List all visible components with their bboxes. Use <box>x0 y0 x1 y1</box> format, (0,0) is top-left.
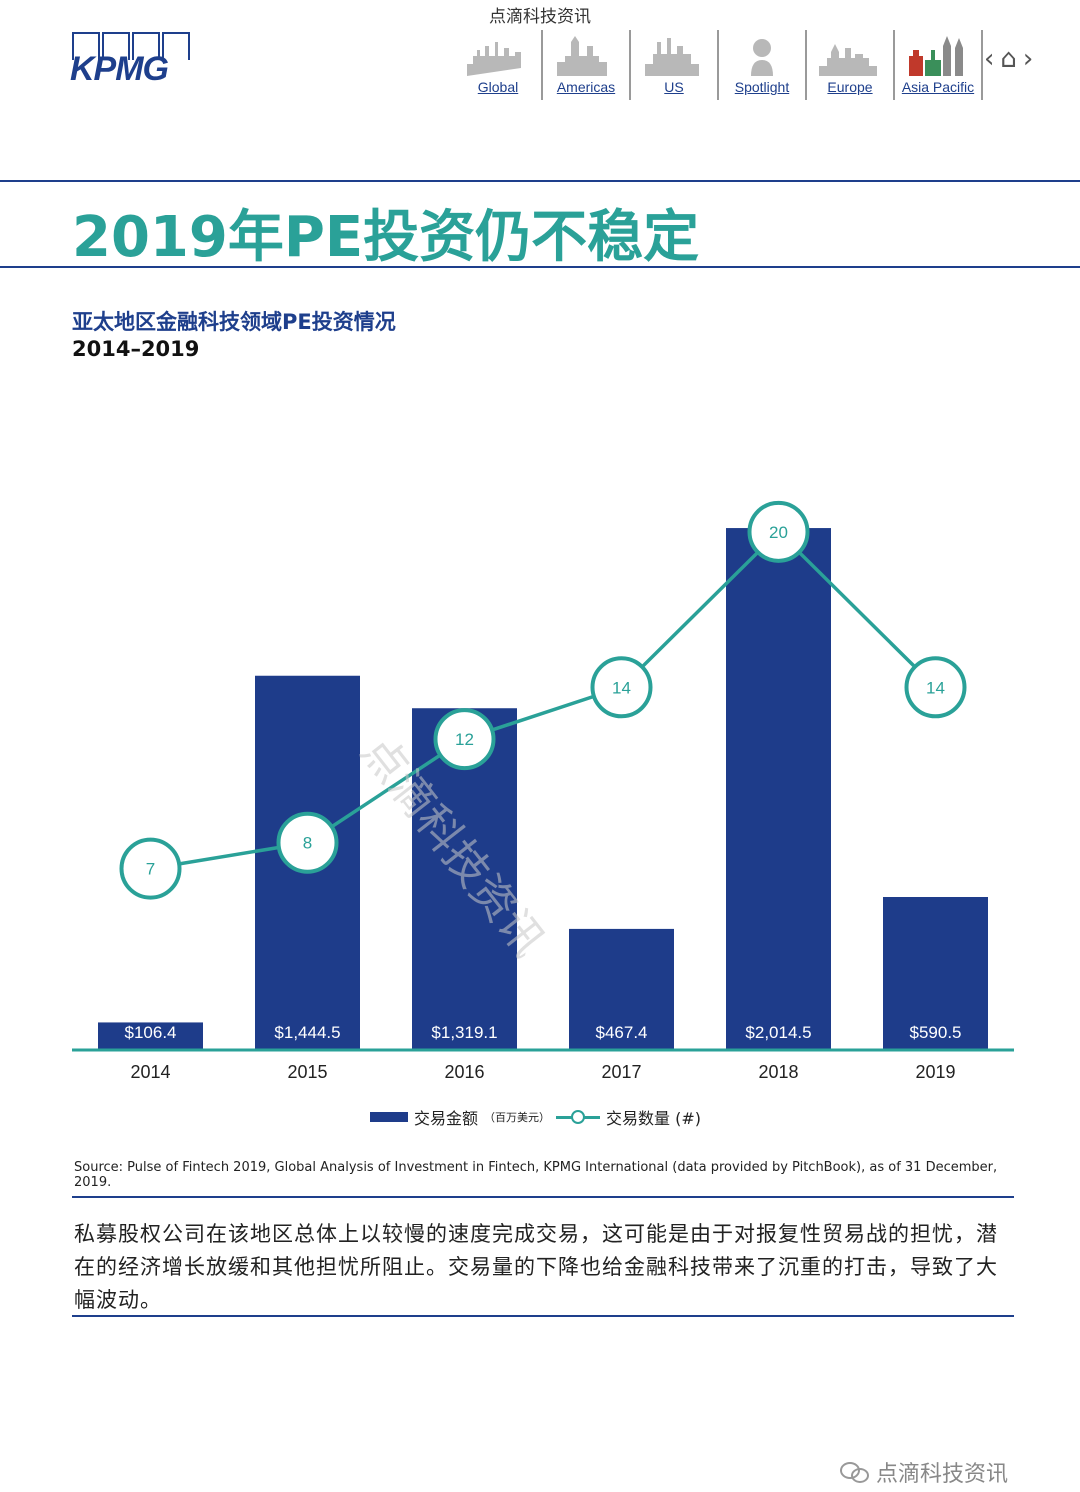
bar-label-2016: $1,319.1 <box>431 1023 497 1042</box>
footer-watermark: 点滴科技资讯 <box>840 1456 1008 1488</box>
x-tick-2019: 2019 <box>915 1062 955 1082</box>
spotlight-bust-icon <box>751 39 773 76</box>
page-title: 2019年PE投资仍不稳定 <box>72 205 700 270</box>
point-label-2014: 7 <box>146 860 155 879</box>
bar-2014 <box>98 1022 203 1050</box>
chart-title: 亚太地区金融科技领域PE投资情况 <box>72 310 396 334</box>
bar-2017 <box>569 928 674 1050</box>
body-paragraph: 私募股权公司在该地区总体上以较慢的速度完成交易，这可能是由于对报复性贸易战的担忧… <box>74 1222 998 1312</box>
separator-top <box>72 1196 1014 1198</box>
nav-item-us[interactable]: US <box>631 30 719 100</box>
global-skyline-icon <box>467 42 521 76</box>
point-label-2016: 12 <box>455 730 474 749</box>
point-label-2017: 14 <box>612 678 631 697</box>
logo-box-1 <box>72 32 100 60</box>
logo-box-4 <box>162 32 190 60</box>
separator-bottom <box>72 1315 1014 1317</box>
nav-item-europe[interactable]: Europe <box>807 30 895 100</box>
x-tick-2017: 2017 <box>601 1062 641 1082</box>
point-label-2015: 8 <box>303 834 312 853</box>
legend-line-swatch <box>556 1110 601 1124</box>
bar-label-2018: $2,014.5 <box>745 1023 811 1042</box>
home-icon[interactable]: ⌂ <box>1000 44 1017 74</box>
legend-bar-swatch <box>370 1112 408 1122</box>
chart-subtitle: 2014–2019 <box>72 337 200 361</box>
logo-box-2 <box>102 32 130 60</box>
bar-label-2017: $467.4 <box>596 1023 648 1042</box>
point-2018 <box>747 500 810 563</box>
nav-label-us: US <box>664 79 684 95</box>
nav-item-spotlight[interactable]: Spotlight <box>719 30 807 100</box>
title-rule-top <box>0 180 1080 182</box>
combo-chart: $106.4 $1,444.5 $1,319.1 $467.4 $2,014.5 $590… <box>72 500 1014 1082</box>
nav-label-europe: Europe <box>827 79 873 95</box>
x-tick-2018: 2018 <box>758 1062 798 1082</box>
asia-pacific-skyline-icon <box>909 36 963 76</box>
chevron-right-icon[interactable]: › <box>1022 44 1034 74</box>
point-2014 <box>119 837 182 900</box>
chart-legend: 交易金额 （百万美元） 交易数量 (#) <box>370 1105 701 1129</box>
x-tick-2015: 2015 <box>287 1062 327 1082</box>
bar-label-2015: $1,444.5 <box>274 1023 340 1042</box>
nav-item-global[interactable]: Global <box>455 30 543 100</box>
americas-skyline-icon <box>557 36 607 76</box>
point-2019 <box>904 656 967 719</box>
bar-label-2019: $590.5 <box>910 1023 962 1042</box>
point-label-2019: 14 <box>926 678 945 697</box>
title-rule-bottom <box>0 266 1080 268</box>
nav-label-global: Global <box>477 79 519 95</box>
x-tick-2014: 2014 <box>130 1062 170 1082</box>
nav-label-spotlight: Spotlight <box>734 79 790 95</box>
bar-2019 <box>883 897 988 1050</box>
nav-item-asia-pacific[interactable]: Asia Pacific <box>895 30 983 100</box>
bar-2018 <box>726 528 831 1050</box>
legend-line-label: 交易数量 (#) <box>606 1109 701 1128</box>
source-note: Source: Pulse of Fintech 2019, Global An… <box>74 1160 998 1190</box>
point-2016 <box>433 708 496 771</box>
top-watermark: 点滴科技资讯 <box>489 7 591 27</box>
legend-bar-unit: （百万美元） <box>484 1111 551 1124</box>
point-2017 <box>590 656 653 719</box>
kpmg-logo: KPMG <box>70 30 190 88</box>
bar-label-2014: $106.4 <box>125 1023 177 1042</box>
nav-item-americas[interactable]: Americas <box>543 30 631 100</box>
chevron-left-icon[interactable]: ‹ <box>984 44 995 74</box>
point-label-2018: 20 <box>769 523 788 542</box>
region-nav: Global Americas US Spotlight Europe Asia… <box>455 30 983 102</box>
us-skyline-icon <box>645 38 699 76</box>
x-tick-2016: 2016 <box>444 1062 484 1082</box>
wechat-icon <box>840 1460 870 1484</box>
logo-box-3 <box>132 32 160 60</box>
nav-label-americas: Americas <box>556 79 616 95</box>
footer-watermark-text: 点滴科技资讯 <box>876 1462 1009 1487</box>
point-2015 <box>276 811 339 874</box>
logo-text: KPMG <box>70 50 169 88</box>
nav-label-asia-pacific: Asia Pacific <box>901 79 975 95</box>
nav-controls: ‹ ⌂ › <box>984 46 1033 72</box>
legend-bar-label: 交易金额 <box>414 1109 479 1128</box>
europe-skyline-icon <box>819 44 877 76</box>
